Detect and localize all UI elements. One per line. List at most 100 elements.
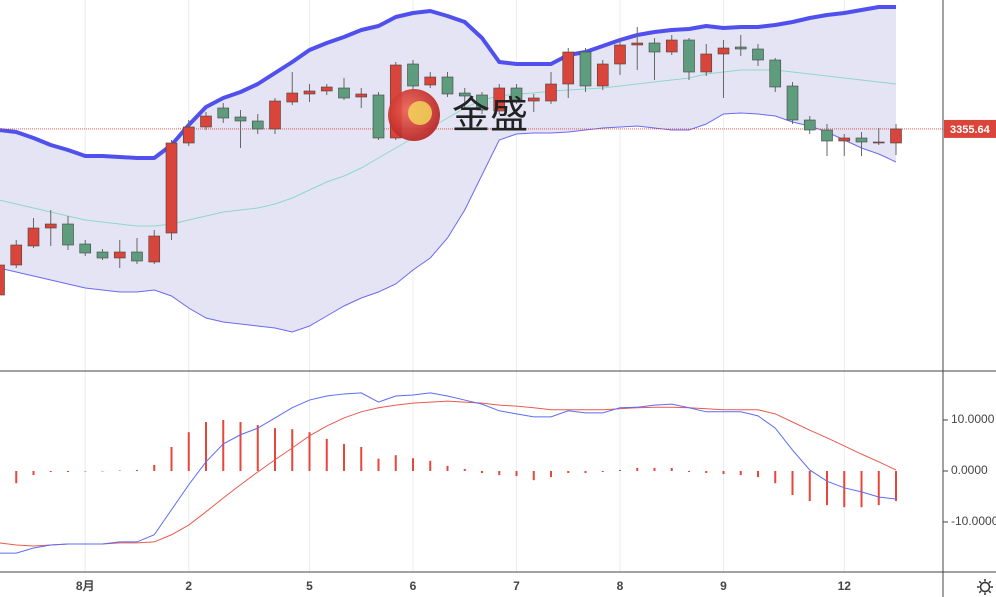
histogram-bar [670, 467, 673, 471]
lower-band [0, 112, 897, 333]
histogram-bar [325, 438, 328, 471]
histogram-bar [291, 429, 294, 471]
candle-body [890, 128, 902, 144]
last-price-label: 3355.64 [950, 124, 991, 136]
candle-body [562, 51, 575, 85]
candle-body [269, 100, 281, 130]
candle-body [131, 251, 143, 262]
candle-body [683, 39, 695, 73]
histogram-bar [205, 422, 207, 471]
candle-body [717, 47, 730, 55]
y-tick-label: 0.0000 [951, 463, 988, 477]
candle-body [79, 243, 92, 254]
histogram-bar [877, 470, 880, 506]
histogram-bar [688, 470, 690, 472]
x-tick-label: 8月 [76, 579, 95, 593]
candle-body [441, 76, 454, 95]
last-price-box [944, 119, 996, 138]
band-fill [0, 7, 896, 332]
histogram-bar [808, 470, 811, 502]
histogram-bar [826, 470, 828, 506]
histogram-bar [222, 419, 225, 471]
histogram-bar [170, 447, 173, 471]
candle-body [200, 115, 212, 128]
histogram-bar [136, 469, 138, 471]
axes: 8月 2 5 6 7 8 9 12 3355.64 10.0000 0.0000 -10.0000 [76, 119, 996, 593]
histogram-bar [118, 470, 121, 471]
histogram-bar [532, 470, 535, 481]
middle-band [0, 69, 897, 227]
histogram-bar [619, 469, 621, 471]
histogram-bar [446, 465, 449, 471]
candle-body [27, 227, 40, 247]
macd-pane [0, 392, 897, 554]
histogram-bar [636, 467, 639, 471]
histogram-bar [256, 425, 259, 471]
histogram-bar [739, 470, 742, 476]
histogram-bar [584, 470, 587, 474]
histogram-bar [722, 470, 725, 475]
candle-body [493, 87, 506, 112]
candle-body [821, 129, 833, 142]
candle-body [286, 92, 299, 103]
candle-body [665, 39, 678, 53]
histogram-bar [153, 464, 156, 471]
x-tick-label: 5 [306, 579, 313, 593]
histogram-bar [360, 447, 363, 471]
candle-body [113, 251, 126, 259]
histogram-bar [843, 470, 846, 508]
settings-icon[interactable] [977, 579, 993, 595]
candle-body [752, 48, 764, 61]
histogram-bar [791, 470, 794, 495]
candle-body [700, 53, 713, 73]
histogram-bar [239, 422, 242, 471]
x-tick-label: 7 [513, 579, 520, 593]
histogram-bar [463, 468, 466, 471]
histogram-bar [481, 470, 483, 474]
candle-body [803, 119, 816, 131]
histogram-bar [343, 443, 345, 471]
candle-body [96, 251, 109, 259]
histogram-bar [308, 432, 311, 471]
candle-body [44, 223, 57, 229]
candle-body [372, 94, 385, 139]
histogram-bar [653, 467, 656, 471]
histogram-bar [377, 458, 380, 471]
histogram-bar [49, 470, 52, 472]
candle-body [527, 97, 540, 102]
macd-line [0, 392, 897, 554]
upper-band [0, 5, 896, 160]
x-tick-label: 9 [720, 579, 727, 593]
logo-inner [408, 101, 432, 125]
candle-body [182, 126, 195, 144]
candle-body [769, 59, 782, 88]
candle-body [510, 87, 523, 101]
histogram-bar [774, 470, 777, 484]
candle-body [631, 42, 644, 46]
candle-body [545, 83, 557, 102]
candle-body [458, 92, 471, 97]
candle-body [234, 116, 247, 122]
candle-body [734, 46, 747, 50]
histogram-bar [32, 470, 35, 476]
candle-body [165, 142, 178, 234]
x-tick-label: 2 [185, 579, 192, 593]
histogram-bar [412, 458, 414, 471]
candle-body [648, 42, 661, 53]
candle-body [62, 223, 74, 246]
candle-body [838, 137, 851, 142]
candle-body [476, 94, 488, 111]
histogram-bar [101, 470, 104, 472]
x-tick-label: 8 [617, 579, 624, 593]
histogram-bar [67, 470, 69, 472]
candle-body [855, 137, 868, 143]
watermark-text: 金盛 [452, 95, 528, 137]
histogram-bar [515, 470, 518, 477]
candle-body [10, 244, 23, 266]
signal-line [0, 400, 897, 547]
candle-body [0, 264, 5, 296]
histogram-bar [757, 470, 759, 478]
y-tick-label: -10.0000 [951, 514, 996, 528]
histogram-bar [187, 432, 190, 471]
histogram-bar [429, 460, 432, 471]
